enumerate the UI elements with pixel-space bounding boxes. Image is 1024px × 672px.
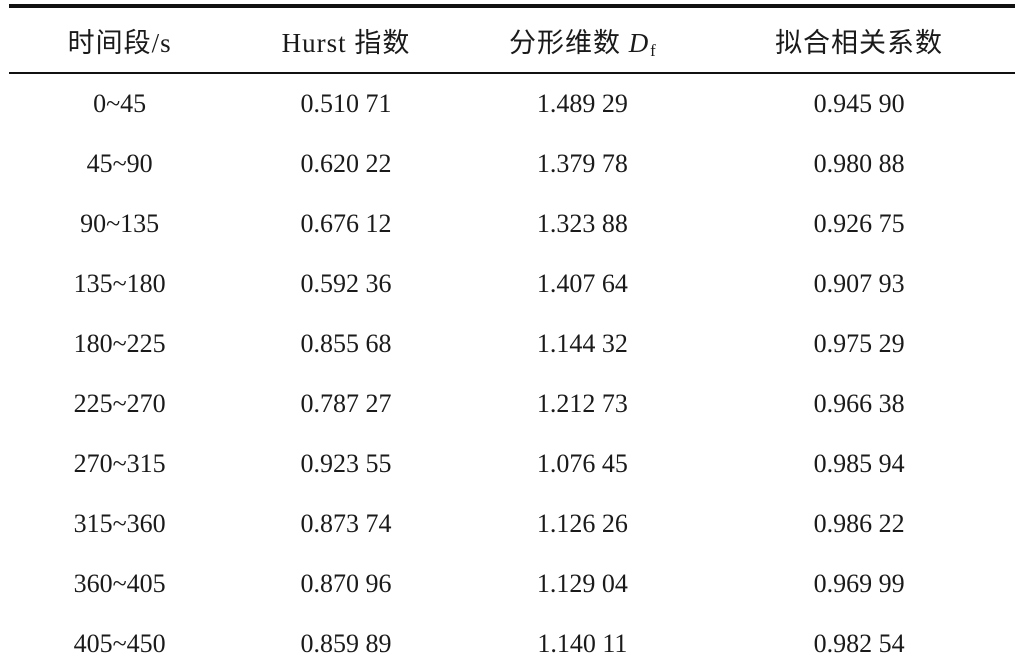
table-cell-correlation-coefficient: 0.926 75	[813, 209, 905, 238]
fractal-dimension-label: 分形维数	[508, 27, 629, 58]
table-row: 45~90 0.620 22 1.379 78 0.980 88	[9, 134, 1015, 194]
table-cell-correlation-coefficient: 0.985 94	[813, 449, 905, 478]
table-cell-time-period: 405~450	[73, 629, 166, 658]
table-cell-fractal-dimension: 1.323 88	[536, 209, 628, 238]
table-cell-correlation-coefficient: 0.986 22	[813, 509, 905, 538]
table-cell-hurst-index: 0.873 74	[300, 509, 392, 538]
table-row: 225~270 0.787 27 1.212 73 0.966 38	[9, 374, 1015, 434]
table-cell-time-period: 360~405	[73, 569, 166, 598]
table-cell-fractal-dimension: 1.076 45	[536, 449, 628, 478]
table-row: 360~405 0.870 96 1.129 04 0.969 99	[9, 554, 1015, 614]
table-cell-time-period: 0~45	[93, 89, 147, 118]
table-row: 270~315 0.923 55 1.076 45 0.985 94	[9, 434, 1015, 494]
table-cell-time-period: 315~360	[73, 509, 166, 538]
table-row: 180~225 0.855 68 1.144 32 0.975 29	[9, 314, 1015, 374]
table-cell-hurst-index: 0.787 27	[300, 389, 392, 418]
table-row: 0~45 0.510 71 1.489 29 0.945 90	[9, 73, 1015, 134]
table-cell-hurst-index: 0.592 36	[300, 269, 392, 298]
table-cell-fractal-dimension: 1.407 64	[536, 269, 628, 298]
column-header-time-period: 时间段/s	[67, 27, 172, 58]
fractal-dimension-subscript: f	[650, 40, 657, 60]
table-cell-time-period: 90~135	[80, 209, 160, 238]
table-cell-hurst-index: 0.923 55	[300, 449, 392, 478]
table-cell-correlation-coefficient: 0.982 54	[813, 629, 905, 658]
header-row: 时间段/s Hurst 指数 分形维数 Df 拟合相关系数	[9, 6, 1015, 73]
table-cell-hurst-index: 0.620 22	[300, 149, 392, 178]
table-cell-hurst-index: 0.510 71	[300, 89, 392, 118]
data-table: 时间段/s Hurst 指数 分形维数 Df 拟合相关系数 0~45 0.510…	[9, 4, 1015, 672]
table-cell-fractal-dimension: 1.379 78	[536, 149, 628, 178]
table-cell-hurst-index: 0.859 89	[300, 629, 392, 658]
table-cell-hurst-index: 0.855 68	[300, 329, 392, 358]
table-cell-fractal-dimension: 1.129 04	[536, 569, 628, 598]
table-body: 0~45 0.510 71 1.489 29 0.945 90 45~90 0.…	[9, 73, 1015, 672]
table-cell-correlation-coefficient: 0.975 29	[813, 329, 905, 358]
table-cell-time-period: 270~315	[73, 449, 166, 478]
table-cell-fractal-dimension: 1.126 26	[536, 509, 628, 538]
table-row: 315~360 0.873 74 1.126 26 0.986 22	[9, 494, 1015, 554]
table-row: 405~450 0.859 89 1.140 11 0.982 54	[9, 614, 1015, 672]
table-cell-correlation-coefficient: 0.969 99	[813, 569, 905, 598]
column-header-fractal-dimension: 分形维数 Df	[462, 6, 703, 73]
table-cell-fractal-dimension: 1.212 73	[536, 389, 628, 418]
table-header: 时间段/s Hurst 指数 分形维数 Df 拟合相关系数	[9, 6, 1015, 73]
column-header-correlation-coefficient: 拟合相关系数	[775, 27, 944, 58]
table-cell-hurst-index: 0.870 96	[300, 569, 392, 598]
table-cell-fractal-dimension: 1.140 11	[537, 629, 628, 658]
table-cell-hurst-index: 0.676 12	[300, 209, 392, 238]
table-cell-time-period: 180~225	[73, 329, 166, 358]
table-cell-time-period: 135~180	[73, 269, 166, 298]
fractal-dimension-symbol: D	[628, 27, 650, 58]
column-header-hurst-index: Hurst 指数	[281, 27, 411, 58]
table-cell-time-period: 225~270	[73, 389, 166, 418]
table-cell-correlation-coefficient: 0.966 38	[813, 389, 905, 418]
table-cell-correlation-coefficient: 0.945 90	[813, 89, 905, 118]
table-cell-fractal-dimension: 1.489 29	[536, 89, 628, 118]
table-cell-correlation-coefficient: 0.980 88	[813, 149, 905, 178]
table-cell-fractal-dimension: 1.144 32	[536, 329, 628, 358]
table-cell-time-period: 45~90	[86, 149, 153, 178]
table-cell-correlation-coefficient: 0.907 93	[813, 269, 905, 298]
table-row: 90~135 0.676 12 1.323 88 0.926 75	[9, 194, 1015, 254]
table-row: 135~180 0.592 36 1.407 64 0.907 93	[9, 254, 1015, 314]
